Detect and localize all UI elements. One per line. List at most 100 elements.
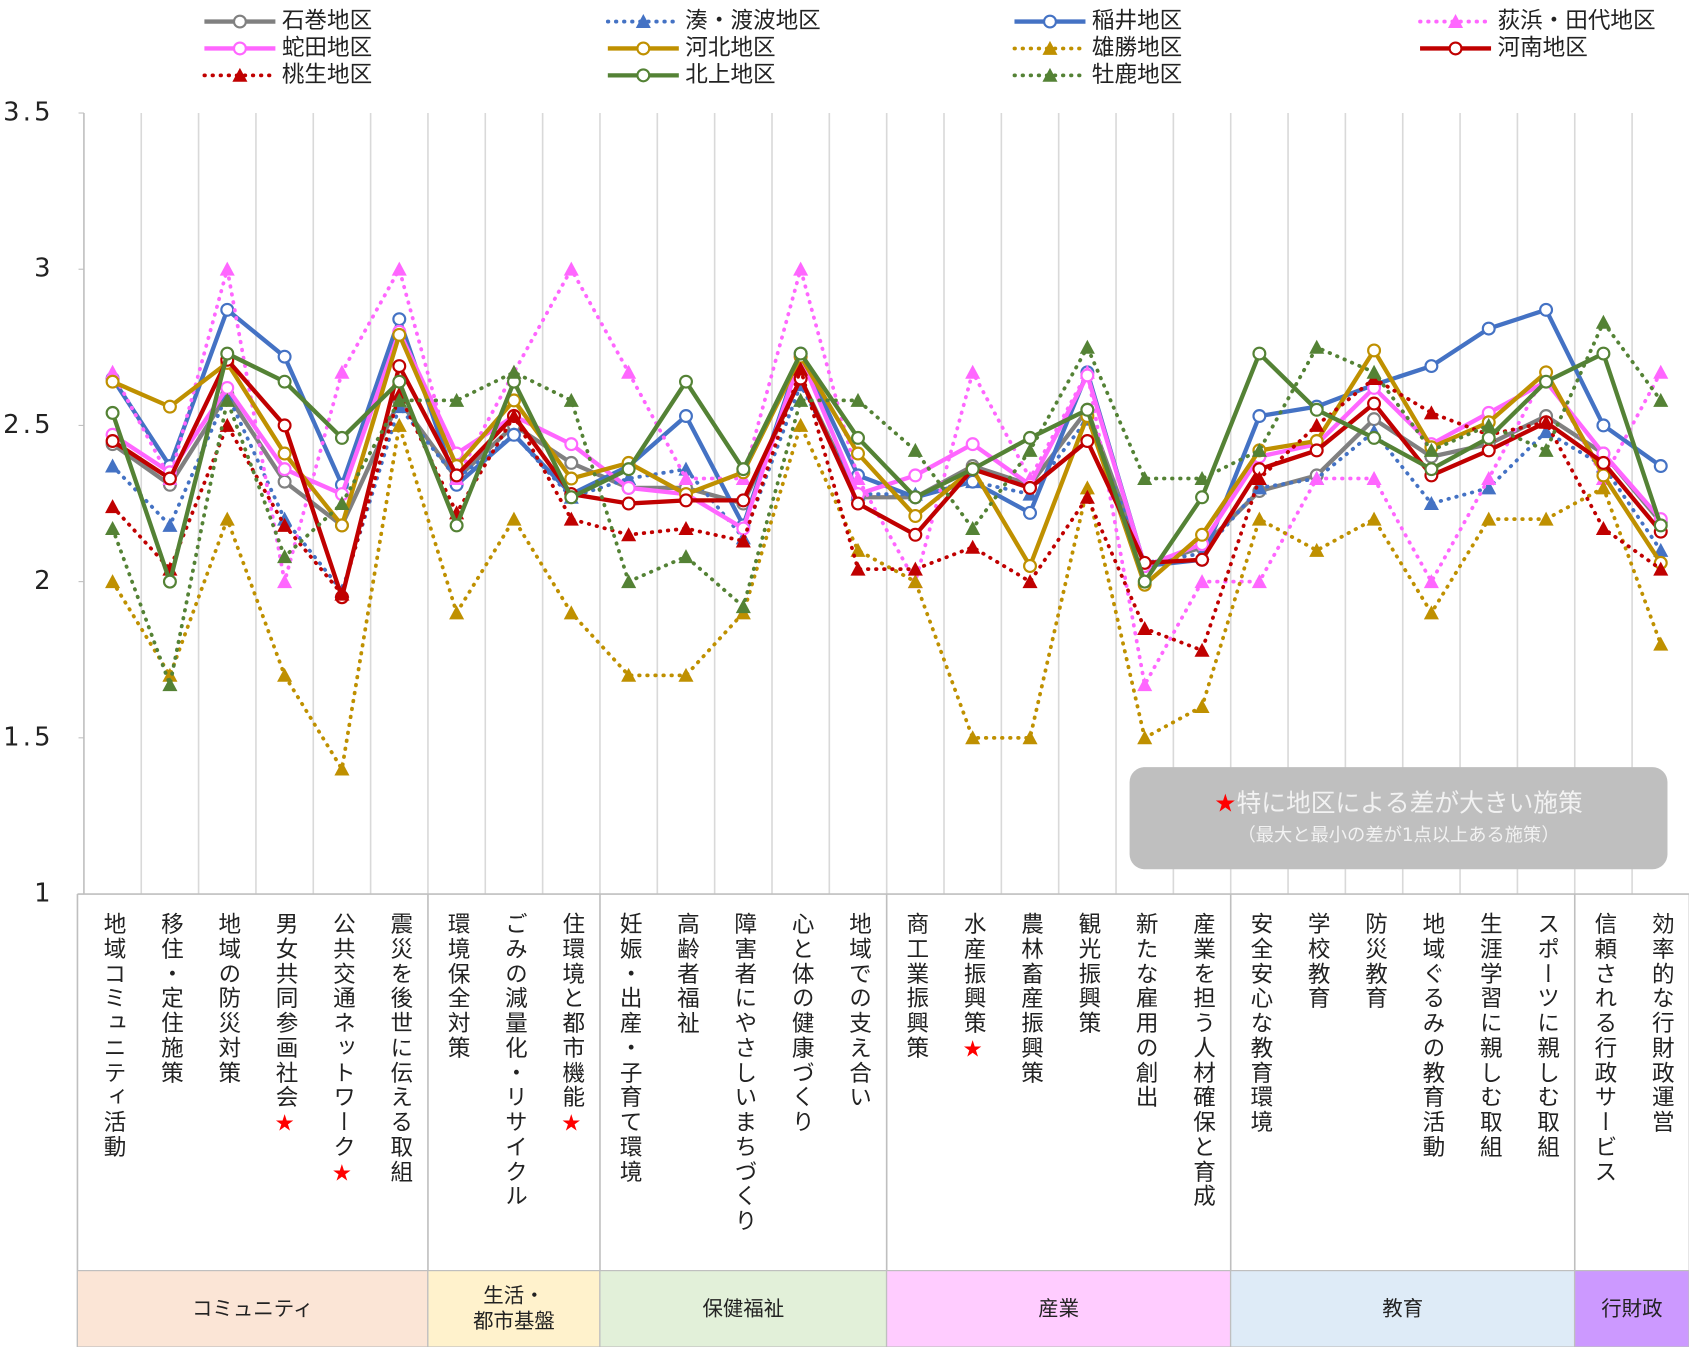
x-tick-label: 観光振興策 bbox=[1074, 912, 1100, 1036]
marker bbox=[678, 520, 694, 535]
x-tick-label: 新たな雇用の創出 bbox=[1132, 912, 1158, 1110]
legend-label: 雄勝地区 bbox=[1092, 35, 1182, 61]
marker bbox=[277, 446, 292, 461]
x-tick-label: 男女共同参画社会★ bbox=[272, 912, 298, 1138]
marker bbox=[277, 374, 292, 389]
marker bbox=[1653, 459, 1668, 474]
marker bbox=[392, 327, 407, 342]
marker bbox=[793, 346, 808, 361]
marker bbox=[232, 41, 247, 56]
series bbox=[105, 261, 1669, 692]
marker bbox=[636, 41, 651, 56]
group-label: 生活・都市基盤 bbox=[473, 1283, 555, 1333]
x-tick-label: スポーツに親しむ取組 bbox=[1533, 912, 1559, 1159]
marker bbox=[621, 471, 637, 485]
marker bbox=[678, 667, 694, 682]
x-tick-label: 農林畜産振興策 bbox=[1017, 912, 1043, 1085]
marker bbox=[1596, 468, 1611, 483]
marker bbox=[965, 462, 980, 477]
marker bbox=[277, 474, 292, 489]
x-tick-label: 水産振興策★ bbox=[960, 912, 986, 1064]
marker bbox=[564, 490, 579, 505]
marker bbox=[1423, 442, 1439, 457]
marker bbox=[621, 574, 637, 589]
x-tick-label: 地域での支え合い bbox=[845, 912, 871, 1110]
annotation-note: （最大と最小の差が1点以上ある施策） bbox=[1237, 825, 1559, 846]
marker bbox=[1195, 552, 1210, 567]
series-line bbox=[110, 262, 1663, 691]
legend-label: 桃生地区 bbox=[282, 62, 372, 88]
marker bbox=[105, 405, 120, 420]
marker bbox=[1309, 443, 1324, 458]
marker bbox=[277, 549, 293, 564]
marker bbox=[1595, 520, 1611, 535]
marker bbox=[621, 480, 636, 495]
legend-label: 河北地区 bbox=[685, 35, 775, 61]
x-tick-label: 地域ぐるみの教育活動 bbox=[1418, 912, 1444, 1160]
x-tick-label: 産業を担う人材確保と育成 bbox=[1189, 912, 1215, 1209]
marker bbox=[1194, 642, 1210, 657]
marker bbox=[1023, 430, 1038, 445]
marker bbox=[1309, 402, 1324, 417]
marker bbox=[1079, 339, 1095, 354]
marker bbox=[850, 392, 866, 407]
marker bbox=[1481, 430, 1496, 445]
marker bbox=[1251, 480, 1267, 495]
marker bbox=[449, 605, 465, 620]
marker bbox=[1080, 368, 1095, 383]
legend-label: 稲井地区 bbox=[1092, 8, 1182, 34]
marker bbox=[621, 667, 637, 682]
marker bbox=[391, 417, 407, 432]
marker bbox=[1042, 40, 1058, 55]
marker bbox=[1137, 620, 1153, 635]
y-tick-label: 3.5 bbox=[3, 98, 54, 128]
marker bbox=[1194, 699, 1210, 714]
marker bbox=[277, 418, 292, 433]
legend-label: 蛇田地区 bbox=[282, 35, 372, 61]
group-label: コミュニティ bbox=[192, 1296, 313, 1320]
marker bbox=[678, 471, 694, 485]
marker bbox=[678, 374, 693, 389]
series-line bbox=[110, 318, 1663, 692]
y-tick-label: 3 bbox=[34, 254, 54, 284]
marker bbox=[678, 409, 693, 424]
marker bbox=[1251, 471, 1267, 485]
group-label: 保健福祉 bbox=[702, 1296, 784, 1320]
marker bbox=[105, 374, 120, 389]
marker bbox=[1538, 414, 1554, 429]
marker bbox=[449, 392, 465, 407]
marker bbox=[105, 574, 121, 589]
marker bbox=[1596, 346, 1611, 361]
marker bbox=[506, 364, 522, 379]
marker bbox=[735, 533, 751, 548]
marker bbox=[105, 520, 121, 535]
marker bbox=[621, 527, 637, 542]
marker bbox=[850, 561, 866, 576]
marker bbox=[162, 677, 178, 692]
marker bbox=[1251, 442, 1267, 457]
marker bbox=[563, 605, 579, 620]
marker bbox=[1481, 443, 1496, 458]
marker bbox=[334, 364, 350, 379]
x-tick-label: 震災を後世に伝える取組 bbox=[386, 912, 412, 1184]
marker bbox=[277, 349, 292, 364]
marker bbox=[1251, 511, 1267, 526]
series-line bbox=[110, 420, 1663, 775]
marker bbox=[334, 518, 349, 533]
marker bbox=[1309, 339, 1325, 354]
marker bbox=[1423, 495, 1439, 510]
marker bbox=[1137, 677, 1153, 692]
series-line bbox=[110, 380, 1663, 595]
marker bbox=[162, 574, 177, 589]
series bbox=[105, 314, 1669, 692]
marker bbox=[621, 496, 636, 511]
marker bbox=[1481, 511, 1497, 526]
marker bbox=[1042, 14, 1057, 29]
marker bbox=[1137, 471, 1153, 485]
marker bbox=[563, 511, 579, 526]
x-tick-label: 信頼される行政サービス bbox=[1590, 912, 1616, 1184]
marker bbox=[1023, 505, 1038, 520]
marker bbox=[162, 517, 178, 532]
